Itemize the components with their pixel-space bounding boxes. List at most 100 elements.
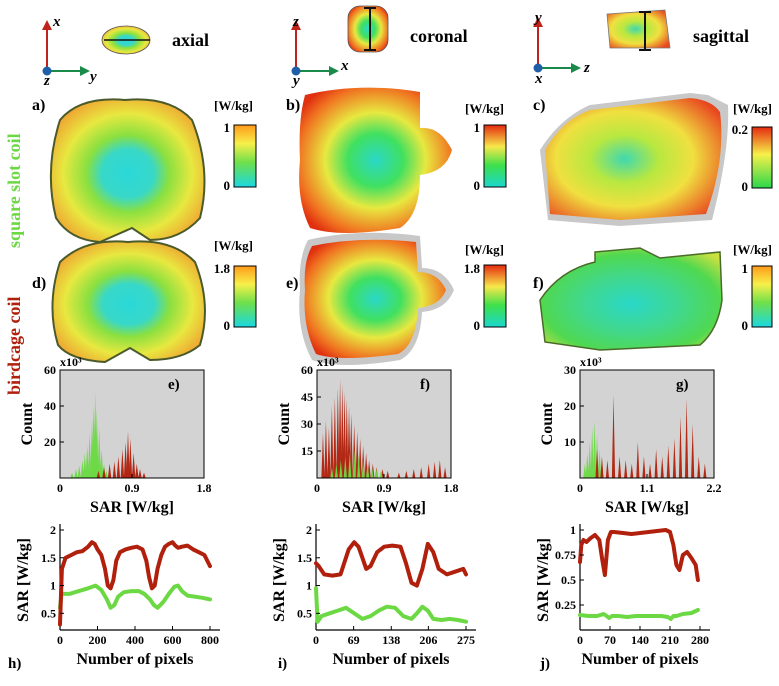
hist-peak [97,427,101,478]
chart-f: x10³ f) 0 0.9 1.8 15 30 45 60 SAR [W/kg] Count [276,355,459,516]
hist-peak [70,472,74,478]
colorbar [233,124,257,188]
y-tick-label: 10 [564,435,576,449]
colorbar [483,264,507,328]
hist-peak [397,472,401,478]
hist-peak [642,456,646,478]
hist-peak [691,424,695,478]
map-label: c) [533,97,545,114]
chart-e: x10³ e) 0 0.9 1.8 20 40 60 SAR [W/kg] Count [19,355,212,516]
panel-label: i) [278,656,287,672]
axis-out-dot [42,66,52,76]
hist-peak [386,470,390,478]
cbar-unit: [W/kg] [214,238,253,253]
map-shape [304,239,446,358]
axis-right-label: z [583,60,590,76]
x-axis-title: Number of pixels [581,651,698,668]
hist-peak [333,397,337,478]
map-shape [49,98,206,244]
series-line-square [58,583,212,610]
map-label: b) [286,97,300,114]
y-tick-label: 1.5 [297,551,312,565]
y-tick-label: 30 [564,363,576,377]
cbar-unit: [W/kg] [733,242,772,257]
y-axis-title: SAR [W/kg] [535,538,552,622]
map-shape [51,240,206,364]
y-tick-label: 0.25 [555,598,576,612]
y-tick-label: 45 [301,390,313,404]
x-tick-label: 69 [348,633,360,647]
cbar-unit: [W/kg] [733,101,772,116]
view-header-axial: x y z axial [42,14,209,89]
cbar-unit: [W/kg] [465,101,504,116]
chart-i: i) 0 69 138 206 275 0.5 1 1.5 2 Number of pixels SA… [271,523,476,672]
x-axis-title: Number of pixels [76,651,193,668]
map-shape [299,87,452,233]
view-title-axial: axial [172,30,209,50]
x-tick-label: 1.8 [197,481,212,495]
y-tick-label: 30 [301,417,313,431]
hist-peak [352,449,356,478]
hist-peak [116,456,121,478]
hist-peak [366,463,370,478]
x-tick-label: 2.2 [707,481,722,495]
series-square [330,449,383,478]
hist-peak [412,469,416,478]
x-tick-label: 280 [691,633,709,647]
chart-j: j) 0 70 140 210 280 0.25 0.5 0.75 1 Number of pixe… [535,523,710,672]
hist-peak [131,452,136,478]
hist-peak [342,391,347,478]
sar-map-d: d) [W/kg] 1.8 0 [32,238,257,364]
hist-peak [624,460,628,478]
x-tick-label: 210 [661,633,679,647]
hist-peak [611,395,616,478]
series-line-birdcage [578,528,700,582]
coronal-thumbnail [347,5,389,53]
hist-peak [617,456,622,478]
x-axis-title: SAR [W/kg] [605,499,689,516]
x-axis-title: SAR [W/kg] [90,499,174,516]
multiplier-label: x10³ [317,355,339,369]
hist-peak [427,463,431,478]
x-tick-label: 138 [382,633,400,647]
hist-peak [104,470,109,478]
hist-peak [678,416,683,478]
axis-out-label: y [291,73,300,89]
x-tick-label: 0.9 [125,481,140,495]
hist-peak [85,445,89,478]
cbar-max: 1 [474,120,481,135]
hist-peak [370,467,374,478]
hist-peak [349,413,353,478]
sar-map-c: c) [W/kg] 0.2 0 [533,93,773,226]
y-tick-label: 2 [306,523,312,537]
hist-peak [593,420,597,478]
hist-peak [600,456,604,478]
y-tick-label: 40 [44,399,56,413]
hist-peak [343,456,347,478]
map-shape [545,98,722,220]
cbar-unit: [W/kg] [465,242,504,257]
axis-up-label: z [292,14,299,30]
chart-h: h) 0 200 400 600 800 0.5 1 1.5 2 Number of pixels S… [8,523,220,672]
x-tick-label: 0 [314,481,320,495]
hist-peak [585,452,589,478]
hist-peak [648,463,652,478]
sar-map-b: b) [W/kg] 1 0 [286,87,507,233]
x-tick-label: 0 [57,633,63,647]
x-tick-label: 800 [201,633,219,647]
hist-peak [135,463,139,478]
cbar-max: 1.8 [214,261,231,276]
x-tick-label: 70 [604,633,616,647]
y-axis-title: SAR [W/kg] [15,538,32,622]
x-tick-label: 0 [577,481,583,495]
view-header-sagittal: y z x sagittal [533,9,749,87]
y-axis-title: Count [19,402,36,445]
colorbar [483,124,507,188]
hist-peak [703,463,707,478]
sar-map-e: e) [W/kg] 1.8 0 [286,232,507,365]
hist-peak [74,469,78,478]
y-tick-label: 60 [44,363,56,377]
hist-peak [357,454,361,478]
hist-peak [321,433,325,478]
hist-peak [327,427,331,478]
